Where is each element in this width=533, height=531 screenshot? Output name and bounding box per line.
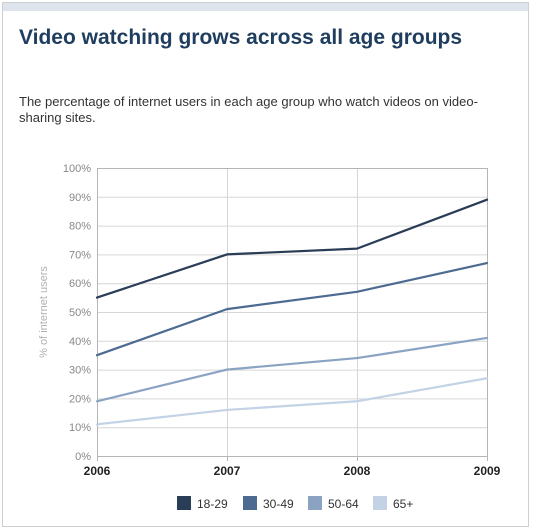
x-tick-label: 2007 [214,464,241,478]
x-tick-labels: 2006 2007 2008 2009 [84,464,501,478]
y-axis-title: % of internet users [38,266,50,358]
top-bar [3,3,528,11]
series-line-30-49 [95,261,489,357]
series-line-50-64 [95,336,489,403]
y-tick-label: 20% [69,393,91,405]
series-lines [95,198,489,426]
y-tick-label: 30% [69,365,91,377]
legend: 18-29 30-49 50-64 65+ [177,496,413,511]
y-tick-label: 0% [75,451,91,463]
chart-title: Video watching grows across all age grou… [19,26,463,49]
legend-swatch-18-29 [177,496,191,510]
legend-swatch-65- [373,496,387,510]
legend-label-50-64: 50-64 [328,497,359,511]
x-tick-label: 2009 [474,464,501,478]
y-tick-label: 50% [69,307,91,319]
plot-border [97,168,488,457]
legend-label-30-49: 30-49 [263,497,294,511]
grid-lines [97,168,488,461]
y-tick-labels: 0% 10% 20% 30% 40% 50% 60% 70% 80% 90% 100% [63,163,91,463]
legend-label-65-: 65+ [393,497,413,511]
y-tick-label: 10% [69,422,91,434]
y-tick-label: 70% [69,249,91,261]
legend-swatch-50-64 [308,496,322,510]
x-tick-label: 2008 [344,464,371,478]
y-tick-label: 90% [69,192,91,204]
legend-label-18-29: 18-29 [197,497,228,511]
y-tick-label: 40% [69,336,91,348]
x-tick-label: 2006 [84,464,111,478]
legend-swatch-30-49 [243,496,257,510]
y-tick-label: 60% [69,278,91,290]
y-tick-label: 100% [63,163,91,175]
chart-subtitle: The percentage of internet users in each… [19,94,478,125]
y-tick-label: 80% [69,221,91,233]
series-line-65- [95,377,489,426]
series-line-18-29 [95,198,489,299]
chart-frame [2,2,529,527]
